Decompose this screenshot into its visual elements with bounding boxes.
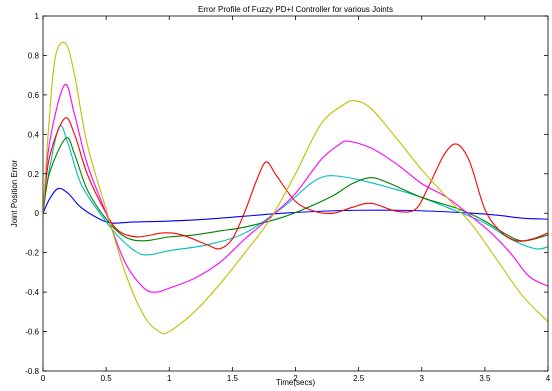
x-tick-label: 2.5	[353, 374, 365, 383]
chart-title: Error Profile of Fuzzy PD+I Controller f…	[198, 5, 393, 14]
y-tick-label: 0.4	[28, 130, 40, 139]
y-axis-label: Joint Position Error	[10, 159, 19, 227]
x-tick-label: 0.5	[101, 374, 113, 383]
y-tick-label: 0.2	[28, 170, 40, 179]
x-axis-label: Time(secs)	[276, 378, 316, 387]
series-layer	[42, 41, 549, 335]
x-tick-label: 3.5	[479, 374, 491, 383]
x-tick-label: 4	[546, 374, 551, 383]
y-axis-ticks: -0.8 -0.6 -0.4 -0.2 0 0.2 0.4 0.6 0.8 1	[25, 12, 548, 376]
series-line-2	[42, 125, 549, 256]
x-tick-label: 0	[41, 374, 46, 383]
y-tick-label: 0	[35, 209, 40, 218]
x-tick-label: 3	[420, 374, 425, 383]
y-tick-label: -0.8	[25, 367, 39, 376]
series-line-5	[42, 83, 549, 293]
y-tick-label: -0.2	[25, 249, 39, 258]
x-tick-label: 1	[167, 374, 172, 383]
series-line-6	[42, 41, 549, 335]
x-axis-ticks: 0 0.5 1 1.5 2 2.5 3 3.5 4	[41, 16, 551, 383]
y-tick-label: 0.8	[28, 51, 40, 60]
y-tick-label: 1	[35, 12, 40, 21]
x-tick-label: 2	[293, 374, 298, 383]
x-tick-label: 1.5	[227, 374, 239, 383]
series-line-4	[42, 117, 549, 250]
y-tick-label: 0.6	[28, 91, 40, 100]
y-tick-label: -0.4	[25, 288, 39, 297]
y-tick-label: -0.6	[25, 328, 39, 337]
